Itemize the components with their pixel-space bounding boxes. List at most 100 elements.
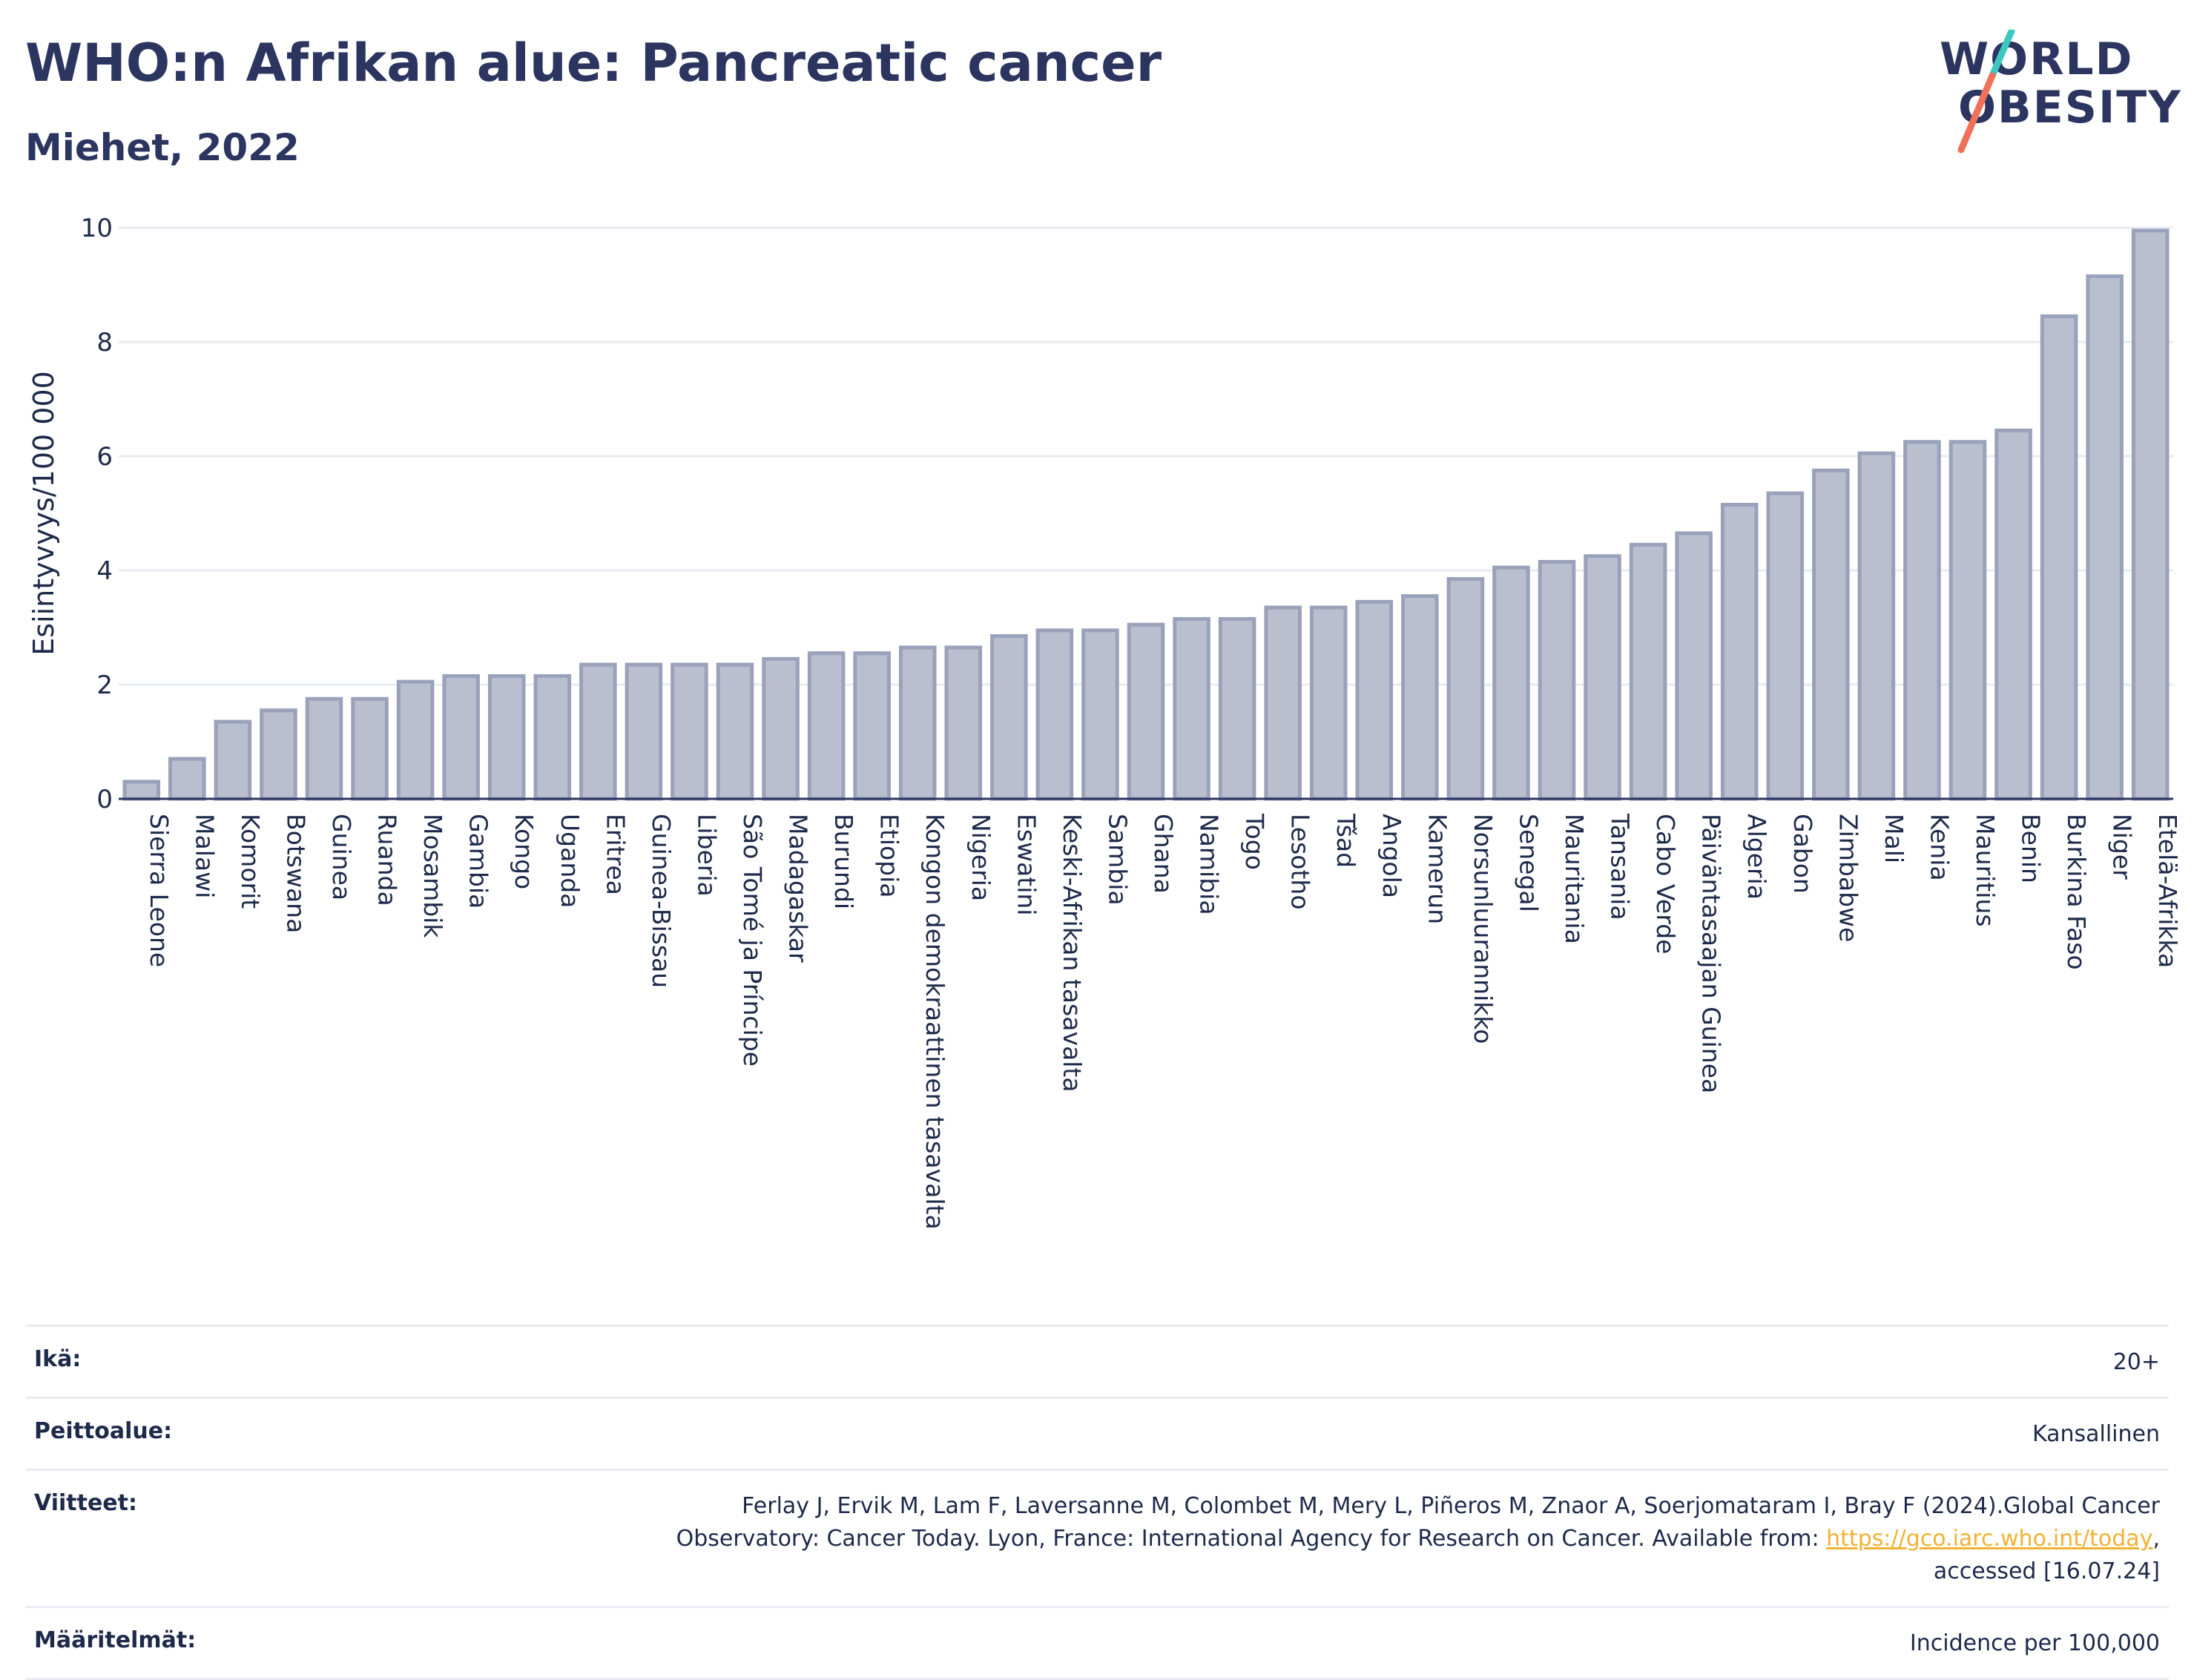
y-tick-label: 8 <box>96 328 113 358</box>
x-tick-label: Komorit <box>236 814 265 909</box>
bar[interactable] <box>1994 428 2032 801</box>
x-tick-label: Gabon <box>1788 814 1817 894</box>
bar[interactable] <box>305 696 343 801</box>
bar[interactable] <box>1264 605 1302 801</box>
bar[interactable] <box>1538 559 1576 801</box>
x-tick-label: Guinea <box>327 814 356 900</box>
bar[interactable] <box>2086 274 2124 801</box>
bar[interactable] <box>1081 628 1119 801</box>
metadata-table: Ikä: 20+ Peittoalue: Kansallinen Viittee… <box>25 1325 2169 1680</box>
y-tick-label: 6 <box>96 442 113 472</box>
chart-subtitle: Miehet, 2022 <box>25 126 300 169</box>
bar[interactable] <box>396 679 435 801</box>
x-tick-label: Mali <box>1880 814 1908 863</box>
x-tick-label: Botswana <box>281 814 310 933</box>
bar[interactable] <box>1401 594 1439 801</box>
x-tick-label: Sierra Leone <box>145 814 174 967</box>
bar[interactable] <box>1857 451 1896 801</box>
bar[interactable] <box>1584 554 1621 801</box>
bar[interactable] <box>579 662 617 801</box>
bar[interactable] <box>1173 616 1210 801</box>
bar[interactable] <box>1766 491 1805 801</box>
bar[interactable] <box>533 673 572 801</box>
x-tick-label: Burundi <box>829 814 858 909</box>
bar[interactable] <box>1903 440 1941 801</box>
bar[interactable] <box>1446 577 1485 801</box>
bar[interactable] <box>1127 622 1165 801</box>
logo-line-1: WORLD <box>1940 33 2134 85</box>
bar[interactable] <box>1812 468 1850 801</box>
meta-row-references: Viitteet: Ferlay J, Ervik M, Lam F, Lave… <box>25 1469 2169 1606</box>
x-axis-labels: Sierra Leone Malawi Komorit Botswana Guinea R… <box>145 813 2182 1230</box>
definitions-value: Incidence per 100,000 <box>1909 1630 2160 1656</box>
bar[interactable] <box>351 696 389 801</box>
references-line-1: Ferlay J, Ervik M, Lam F, Laversanne M, … <box>742 1493 2160 1519</box>
x-tick-label: Guinea-Bissau <box>647 814 676 988</box>
bar[interactable] <box>898 645 937 801</box>
x-tick-label: Liberia <box>692 814 721 897</box>
bar[interactable] <box>1948 440 1987 801</box>
references-link[interactable]: https://gco.iarc.who.int/today <box>1826 1526 2153 1552</box>
x-tick-label: Lesotho <box>1286 814 1315 910</box>
x-tick-label: Benin <box>2017 814 2046 883</box>
bar[interactable] <box>807 651 846 801</box>
y-tick-label: 2 <box>96 671 113 700</box>
x-tick-label: Etelä-Afrikka <box>2153 814 2182 968</box>
x-tick-label: Cabo Verde <box>1651 814 1680 954</box>
bar[interactable] <box>2131 228 2170 801</box>
x-tick-label: Eritrea <box>601 814 630 895</box>
bar[interactable] <box>168 757 206 801</box>
x-tick-label: Eswatini <box>1012 814 1041 915</box>
x-tick-label: Tšad <box>1331 813 1360 868</box>
x-tick-label: Algeria <box>1742 814 1771 900</box>
y-tick-label: 10 <box>81 214 113 243</box>
logo-slash-icon <box>1957 30 2015 154</box>
references-line-2: Observatory: Cancer Today. Lyon, France:… <box>676 1526 1827 1552</box>
x-tick-label: São Tomé ja Príncipe <box>738 814 767 1067</box>
x-tick-label: Nigeria <box>966 814 995 901</box>
bar[interactable] <box>1035 628 1074 801</box>
bar[interactable] <box>2040 314 2078 801</box>
coverage-value: Kansallinen <box>2032 1421 2160 1447</box>
x-tick-label: Zimbabwe <box>1834 814 1862 942</box>
x-tick-label: Angola <box>1377 814 1406 898</box>
references-line-2-end: , <box>2152 1526 2160 1552</box>
x-tick-label: Malawi <box>190 814 219 898</box>
bar[interactable] <box>442 673 480 801</box>
meta-row-coverage: Peittoalue: Kansallinen <box>25 1397 2169 1469</box>
references-line-3: accessed [16.07.24] <box>1933 1558 2160 1584</box>
x-tick-label: Keski-Afrikan tasavalta <box>1058 814 1087 1093</box>
bar[interactable] <box>762 656 800 801</box>
world-obesity-logo: WORLD OBESITY <box>1928 30 2181 163</box>
x-tick-label: Kongon demokraattinen tasavalta <box>920 814 949 1230</box>
bar[interactable] <box>716 662 754 801</box>
x-tick-label: Senegal <box>1514 814 1543 912</box>
bar[interactable] <box>1720 502 1759 801</box>
logo-line-2: OBESITY <box>1958 82 2182 134</box>
bar[interactable] <box>625 662 663 801</box>
bar[interactable] <box>1309 605 1348 801</box>
bar[interactable] <box>1629 542 1667 801</box>
bar[interactable] <box>1675 531 1713 801</box>
bar[interactable] <box>122 780 161 801</box>
bar[interactable] <box>853 651 891 801</box>
bar[interactable] <box>1492 565 1530 801</box>
y-axis-label: Esiintyvyys/100 000 <box>27 371 60 656</box>
x-tick-label: Mauritius <box>1971 814 2000 927</box>
y-tick-label: 4 <box>96 556 113 586</box>
bar[interactable] <box>990 634 1028 801</box>
bar[interactable] <box>487 673 526 801</box>
bar[interactable] <box>260 708 297 801</box>
chart-title: WHO:n Afrikan alue: Pancreatic cancer <box>25 33 1162 93</box>
x-tick-label: Sambia <box>1103 814 1132 906</box>
bar[interactable] <box>214 719 252 801</box>
bar[interactable] <box>1355 599 1394 801</box>
x-tick-label: Madagaskar <box>784 814 813 963</box>
bar[interactable] <box>671 662 708 801</box>
bar[interactable] <box>944 645 983 801</box>
age-label: Ikä: <box>34 1346 82 1372</box>
bar[interactable] <box>1218 616 1256 801</box>
meta-row-age: Ikä: 20+ <box>25 1325 2169 1397</box>
references-value: Ferlay J, Ervik M, Lam F, Laversanne M, … <box>676 1490 2160 1588</box>
x-tick-label: Gambia <box>464 814 493 909</box>
